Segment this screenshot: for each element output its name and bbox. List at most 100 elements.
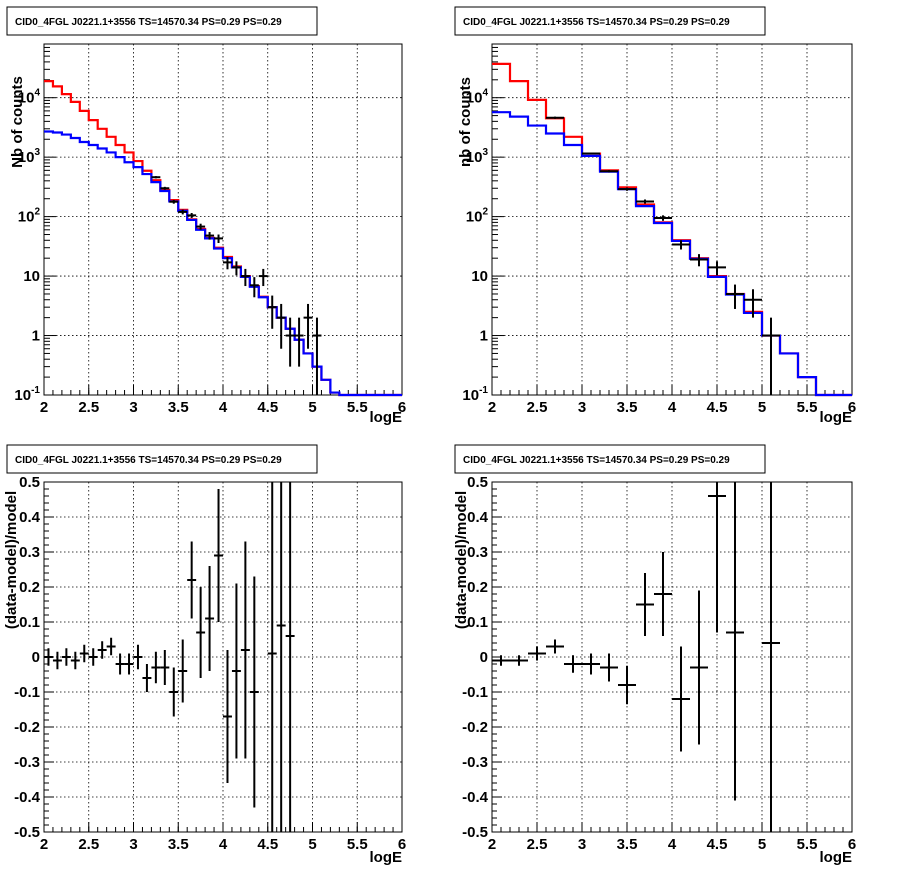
residual-point	[97, 641, 107, 659]
x-tick-label: 2	[488, 836, 496, 853]
x-tick-label: 5	[758, 836, 766, 853]
y-tick-label: -0.3	[462, 754, 488, 771]
data-point	[636, 199, 654, 204]
y-tick-label: 1	[480, 328, 488, 345]
x-axis-label: logE	[370, 849, 403, 866]
x-axis-label: logE	[820, 409, 853, 426]
residual-point	[88, 648, 98, 666]
data-point	[205, 232, 215, 240]
data-point	[249, 277, 259, 298]
x-tick-label: 2	[40, 836, 48, 853]
residual-point	[223, 650, 232, 783]
y-tick-exponent: 3	[482, 147, 488, 158]
y-tick-exponent: -1	[31, 385, 40, 396]
x-tick-label: 4.5	[707, 836, 728, 853]
x-tick-label: 4	[668, 399, 677, 416]
x-tick-label: 5.5	[797, 836, 818, 853]
x-tick-label: 6	[848, 836, 856, 853]
residual-point	[492, 655, 510, 666]
y-tick-label: 0.3	[467, 544, 488, 561]
y-tick-label: 0.3	[19, 544, 40, 561]
y-tick-base: 10	[466, 90, 483, 107]
histogram-model-component	[492, 111, 852, 397]
residual-point	[178, 639, 188, 703]
data-point	[258, 268, 268, 287]
y-tick-label: -0.1	[14, 684, 40, 701]
y-tick-label: 0	[480, 649, 488, 666]
x-tick-label: 4	[219, 399, 228, 416]
residual-point	[564, 655, 582, 673]
residual-point	[276, 482, 286, 832]
residual-point	[106, 637, 116, 656]
y-tick-label: 10	[471, 268, 488, 285]
y-axis-label: nb of counts	[457, 77, 474, 167]
residual-point	[510, 655, 528, 666]
y-tick-label: 0.5	[19, 474, 40, 491]
residual-point	[169, 667, 179, 717]
counts-chart-coarse-bins: CID0_4FGL J0221.1+3556 TS=14570.34 PS=0.…	[454, 6, 856, 426]
data-point	[312, 317, 322, 395]
plot-frame	[43, 481, 403, 833]
y-tick-label: 1	[32, 328, 40, 345]
residual-point	[249, 576, 259, 808]
data-point	[672, 240, 690, 250]
y-tick-label: -0.2	[14, 719, 40, 736]
y-tick-base: 10	[466, 149, 483, 166]
y-tick-label: 0	[32, 649, 40, 666]
x-axis-label: logE	[370, 409, 403, 426]
residuals-chart-fine-bins: CID0_4FGL J0221.1+3556 TS=14570.34 PS=0.…	[3, 444, 406, 866]
x-tick-label: 2	[40, 399, 48, 416]
y-tick-label: -0.4	[462, 789, 489, 806]
residual-point	[600, 653, 618, 682]
y-tick-label: 103	[18, 147, 41, 166]
data-point	[231, 261, 241, 276]
data-point	[276, 303, 286, 349]
y-tick-exponent: 3	[34, 147, 40, 158]
y-tick-label: 10-1	[462, 385, 488, 404]
residual-point	[44, 648, 53, 666]
x-tick-label: 3.5	[168, 399, 189, 416]
residual-point	[160, 650, 170, 685]
residual-point	[528, 646, 546, 661]
y-tick-label: 0.1	[467, 614, 488, 631]
x-axis-label: logE	[820, 849, 853, 866]
y-tick-label: -0.3	[14, 754, 40, 771]
y-tick-base: 10	[14, 387, 31, 404]
y-tick-label: 102	[18, 207, 41, 226]
y-axis-label: (data-model)/model	[453, 491, 470, 629]
x-tick-label: 2.5	[527, 399, 548, 416]
x-tick-label: 3.5	[617, 399, 638, 416]
residual-point	[214, 489, 223, 622]
data-point	[582, 152, 600, 155]
x-tick-label: 3	[578, 836, 586, 853]
x-tick-label: 4	[219, 836, 228, 853]
residual-point	[654, 552, 672, 636]
residual-point	[708, 482, 726, 633]
residual-point	[52, 651, 62, 670]
residual-point	[196, 587, 206, 678]
x-tick-label: 5.5	[347, 836, 368, 853]
y-tick-exponent: 4	[34, 88, 40, 99]
y-tick-label: 104	[466, 88, 489, 107]
y-tick-label: 0.2	[19, 579, 40, 596]
x-tick-label: 3	[578, 399, 586, 416]
data-point	[187, 213, 197, 218]
data-point	[214, 234, 223, 244]
y-tick-label: 102	[466, 207, 489, 226]
residual-point	[546, 639, 564, 654]
x-tick-label: 3	[129, 399, 137, 416]
data-point	[600, 170, 618, 173]
data-point	[267, 295, 277, 329]
residual-point	[133, 644, 143, 670]
data-point	[654, 215, 672, 221]
residual-point	[231, 583, 241, 759]
y-tick-label: 0.2	[467, 579, 488, 596]
y-tick-exponent: 2	[482, 207, 488, 218]
x-tick-label: 2	[488, 399, 496, 416]
x-tick-label: 6	[398, 836, 406, 853]
y-tick-exponent: 2	[34, 207, 40, 218]
chart-title: CID0_4FGL J0221.1+3556 TS=14570.34 PS=0.…	[463, 17, 730, 28]
residual-point	[618, 665, 636, 705]
x-tick-label: 3.5	[617, 836, 638, 853]
